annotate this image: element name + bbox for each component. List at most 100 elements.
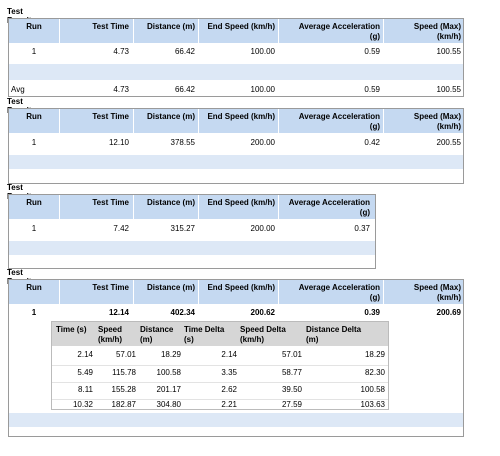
- col-distance: Distance (m): [146, 22, 195, 31]
- cell-distance: 378.55: [170, 138, 195, 147]
- col-end-speed: End Speed (km/h): [207, 112, 275, 121]
- cell-run: 1: [31, 224, 37, 233]
- table-row: 1 4.73 66.42 100.00 0.59 100.55: [9, 47, 463, 59]
- col-speed-max-unit: (km/h): [437, 122, 461, 131]
- cell-avg-accel: 0.59: [364, 85, 380, 94]
- cell-end-speed: 100.00: [250, 47, 275, 56]
- result-table: Run Test Time Distance (m) End Speed (km…: [8, 194, 376, 269]
- col-distance: Distance (m): [146, 112, 195, 121]
- col-test-time: Test Time: [92, 112, 129, 121]
- sub-col-speed-delta: Speed Delta: [240, 325, 286, 334]
- result-table: Run Test Time Distance (m) End Speed (km…: [8, 279, 464, 437]
- sub-cell-distance: 100.58: [156, 368, 181, 377]
- cell-speed-max: 100.55: [436, 85, 461, 94]
- col-speed-max: Speed (Max): [413, 112, 461, 121]
- col-speed-max-unit: (km/h): [437, 32, 461, 41]
- sub-cell-time-delta: 2.21: [221, 400, 237, 409]
- sub-cell-speed-delta: 58.77: [281, 368, 302, 377]
- col-test-time: Test Time: [92, 22, 129, 31]
- sub-cell-speed: 155.28: [111, 385, 136, 394]
- sub-cell-distance-delta: 18.29: [364, 350, 385, 359]
- col-end-speed: End Speed (km/h): [207, 283, 275, 292]
- cell-run: 1: [31, 47, 37, 56]
- sub-cell-distance: 18.29: [160, 350, 181, 359]
- cell-run: 1: [31, 138, 37, 147]
- cell-run: 1: [31, 308, 37, 317]
- cell-speed-max: 200.69: [436, 308, 461, 317]
- col-distance: Distance (m): [146, 198, 195, 207]
- table-row: 1 12.14 402.34 200.62 0.39 200.69: [9, 308, 463, 320]
- sub-cell-distance: 304.80: [156, 400, 181, 409]
- cell-distance: 315.27: [170, 224, 195, 233]
- cell-test-time: 4.73: [113, 85, 129, 94]
- table-header: Run Test Time Distance (m) End Speed (km…: [9, 280, 463, 304]
- sub-cell-speed: 57.01: [115, 350, 136, 359]
- sub-col-distance-delta: Distance Delta: [306, 325, 362, 334]
- result-table: Run Test Time Distance (m) End Speed (km…: [8, 108, 464, 184]
- col-avg-accel-unit: (g): [369, 32, 380, 41]
- sub-col-distance: Distance: [140, 325, 174, 334]
- sub-cell-speed: 182.87: [111, 400, 136, 409]
- table-header: Run Test Time Distance (m) End Speed (km…: [9, 19, 463, 43]
- sub-col-speed-unit: (km/h): [98, 335, 122, 344]
- sub-col-speed-delta-unit: (km/h): [240, 335, 264, 344]
- sub-cell-time: 2.14: [77, 350, 93, 359]
- sub-col-speed: Speed: [98, 325, 123, 334]
- col-avg-accel: Average Acceleration: [298, 283, 380, 292]
- sub-col-distance-unit: (m): [140, 335, 153, 344]
- cell-test-time: 12.10: [108, 138, 129, 147]
- col-speed-max-unit: (km/h): [437, 293, 461, 302]
- sub-cell-speed: 115.78: [112, 368, 136, 377]
- col-speed-max: Speed (Max): [413, 283, 461, 292]
- cell-avg-accel: 0.39: [364, 308, 380, 317]
- table-row: 1 12.10 378.55 200.00 0.42 200.55: [9, 138, 463, 150]
- table-header: Run Test Time Distance (m) End Speed (km…: [9, 109, 463, 133]
- cell-avg-accel: 0.42: [364, 138, 380, 147]
- col-avg-accel-unit: (g): [369, 122, 380, 131]
- col-avg-accel: Average Acceleration: [288, 198, 370, 207]
- sub-cell-speed-delta: 39.50: [281, 385, 302, 394]
- sub-cell-time-delta: 2.62: [221, 385, 237, 394]
- cell-avg-label: Avg: [11, 85, 25, 94]
- col-avg-accel: Average Acceleration: [298, 112, 380, 121]
- cell-end-speed: 200.62: [250, 308, 275, 317]
- col-run: Run: [26, 22, 42, 31]
- sub-cell-time-delta: 3.35: [221, 368, 237, 377]
- cell-test-time: 4.73: [113, 47, 129, 56]
- sub-cell-time: 8.11: [78, 385, 93, 394]
- col-avg-accel: Average Acceleration: [298, 22, 380, 31]
- cell-distance: 66.42: [174, 85, 195, 94]
- sub-col-time-delta-unit: (s): [184, 335, 194, 344]
- sub-cell-time-delta: 2.14: [221, 350, 237, 359]
- sub-cell-distance: 201.17: [156, 385, 181, 394]
- sub-cell-speed-delta: 57.01: [281, 350, 302, 359]
- col-speed-max: Speed (Max): [413, 22, 461, 31]
- split-row: 2.14 57.01 18.29 2.14 57.01 18.29: [52, 350, 388, 362]
- split-row: 8.11 155.28 201.17 2.62 39.50 100.58: [52, 385, 388, 397]
- cell-end-speed: 100.00: [250, 85, 275, 94]
- cell-test-time: 12.14: [108, 308, 129, 317]
- col-run: Run: [26, 112, 42, 121]
- col-test-time: Test Time: [92, 283, 129, 292]
- col-run: Run: [26, 283, 42, 292]
- split-table: Time (s) Speed (km/h) Distance (m) Time …: [51, 321, 389, 410]
- cell-speed-max: 100.55: [436, 47, 461, 56]
- col-avg-accel-unit: (g): [369, 293, 380, 302]
- sub-col-distance-delta-unit: (m): [306, 335, 319, 344]
- cell-speed-max: 200.55: [436, 138, 461, 147]
- cell-avg-accel: 0.59: [364, 47, 380, 56]
- col-end-speed: End Speed (km/h): [207, 198, 275, 207]
- cell-end-speed: 200.00: [250, 138, 275, 147]
- sub-cell-distance-delta: 100.58: [360, 385, 385, 394]
- sub-col-time: Time (s): [56, 325, 87, 334]
- cell-avg-accel: 0.37: [354, 224, 370, 233]
- blank-band: [9, 155, 463, 169]
- cell-test-time: 7.42: [113, 224, 129, 233]
- split-row: 5.49 115.78 100.58 3.35 58.77 82.30: [52, 368, 388, 380]
- sub-cell-speed-delta: 27.59: [281, 400, 302, 409]
- col-run: Run: [26, 198, 42, 207]
- cell-distance: 402.34: [170, 308, 195, 317]
- col-test-time: Test Time: [92, 198, 129, 207]
- table-row: 1 7.42 315.27 200.00 0.37: [9, 224, 375, 236]
- blank-band: [9, 241, 375, 255]
